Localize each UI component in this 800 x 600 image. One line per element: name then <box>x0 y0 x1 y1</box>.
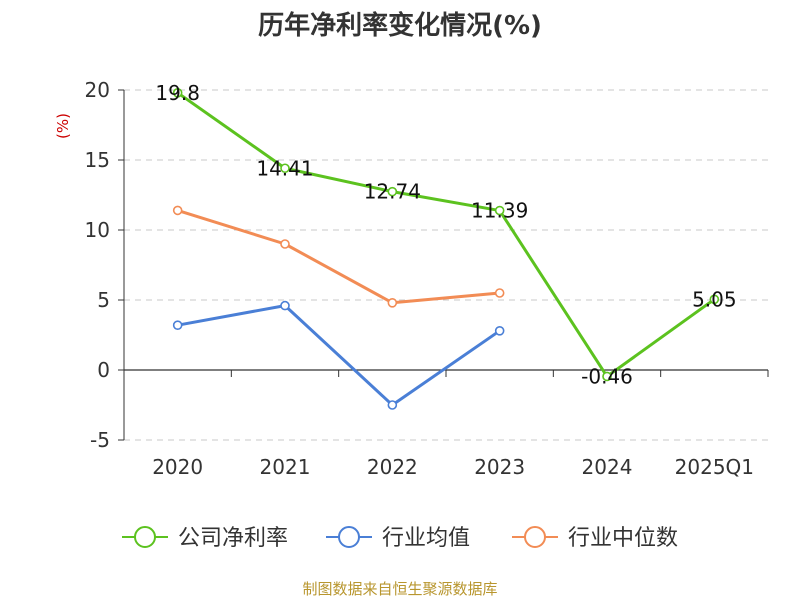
data-point <box>494 325 505 336</box>
legend-marker-2 <box>524 526 546 548</box>
data-label: 12.74 <box>364 180 421 204</box>
data-label: 14.41 <box>256 156 313 180</box>
legend-label-0: 公司净利率 <box>178 526 288 551</box>
data-label: 5.05 <box>692 287 737 311</box>
y-tick-label: 15 <box>85 148 110 172</box>
x-tick-label: 2025Q1 <box>675 455 754 479</box>
series-line-0 <box>176 91 716 378</box>
x-tick-label: 2020 <box>152 455 203 479</box>
x-tick-label: 2024 <box>582 455 633 479</box>
data-point <box>602 371 612 382</box>
data-labels: 19.8 14.41 12.74 11.39 -0.46 5.05 <box>155 81 736 389</box>
x-tick-label: 2021 <box>260 455 311 479</box>
data-point <box>709 294 720 305</box>
data-point <box>280 163 290 174</box>
series-line-2 <box>177 208 500 305</box>
axes: 20 15 10 5 0 -5 2020 2021 2022 2023 2024 2025Q1 <box>85 78 769 479</box>
legend: 公司净利率 行业均值 行业中位数 <box>122 526 678 551</box>
legend-marker-0 <box>134 526 156 548</box>
data-point <box>494 205 505 216</box>
series-lines <box>172 88 720 410</box>
series-line-1 <box>177 304 501 407</box>
data-point <box>387 297 398 308</box>
data-point <box>280 300 290 311</box>
data-point <box>172 88 183 98</box>
x-tick-label: 2023 <box>474 455 525 479</box>
source-note: 制图数据来自恒生聚源数据库 <box>302 580 497 598</box>
data-point <box>280 239 290 249</box>
data-point <box>494 288 505 298</box>
data-point <box>172 320 183 331</box>
y-tick-label: -5 <box>90 428 110 452</box>
data-label: 19.8 <box>155 81 200 105</box>
data-point <box>387 400 398 410</box>
x-tick-label: 2022 <box>367 455 418 479</box>
legend-label-2: 行业中位数 <box>568 526 678 551</box>
legend-label-1: 行业均值 <box>382 526 470 551</box>
data-point <box>172 205 183 216</box>
y-tick-label: 0 <box>97 358 110 382</box>
y-tick-label: 20 <box>85 78 110 102</box>
chart-title: 历年净利率变化情况(%) <box>258 10 542 41</box>
legend-marker-1 <box>338 526 360 548</box>
y-axis-unit-label: (%) <box>54 113 72 139</box>
gridlines <box>124 89 768 441</box>
data-label: 11.39 <box>471 199 528 223</box>
data-label: -0.46 <box>581 364 633 388</box>
y-tick-label: 10 <box>85 218 110 242</box>
data-point <box>387 186 398 197</box>
y-tick-label: 5 <box>97 288 110 312</box>
